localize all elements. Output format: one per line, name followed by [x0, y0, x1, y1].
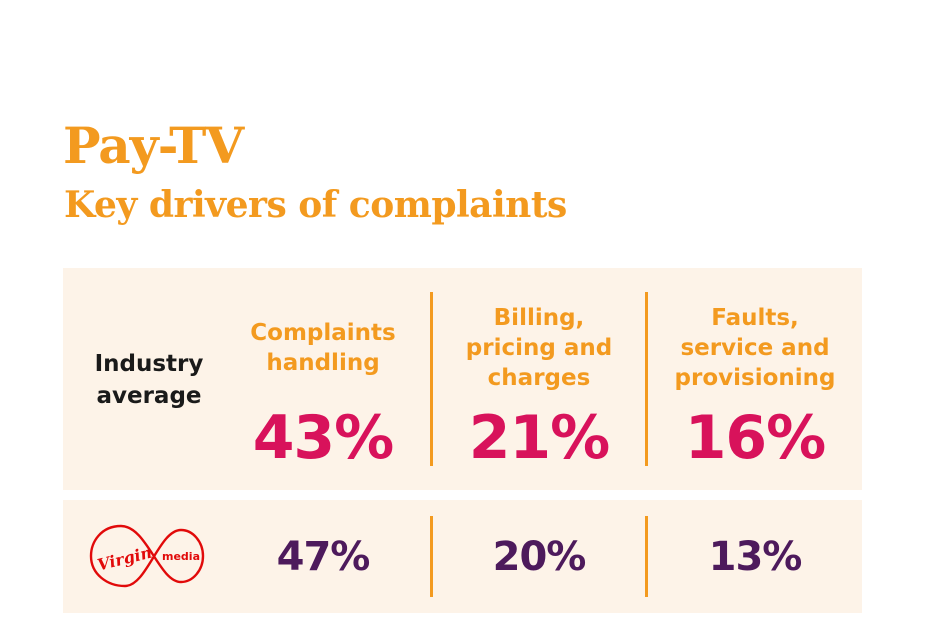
- virgin-value-complaints-handling: 47%: [276, 534, 371, 580]
- column-divider: [430, 292, 433, 466]
- chart-subtitle: Key drivers of complaints: [64, 184, 567, 226]
- industry-average-panel: Industry average Complaints handling Bil…: [63, 268, 862, 490]
- industry-average-label: Industry average: [63, 348, 235, 412]
- industry-value-complaints-handling: 43%: [252, 403, 395, 473]
- category-label-faults: Faults, service and provisioning: [650, 298, 860, 398]
- industry-average-label-line2: average: [96, 383, 202, 409]
- category-label-line: Faults,: [711, 305, 799, 331]
- virgin-media-panel: Virgin media 47% 20% 13%: [63, 500, 862, 613]
- virgin-value-faults: 13%: [708, 534, 803, 580]
- category-label-line: pricing and: [465, 335, 613, 361]
- category-label-billing: Billing, pricing and charges: [434, 298, 644, 398]
- column-divider: [645, 516, 648, 597]
- category-label-line: service and: [680, 335, 830, 361]
- virgin-media-logo-icon: Virgin media: [89, 524, 205, 588]
- industry-value-faults: 16%: [684, 403, 827, 473]
- industry-value-billing: 21%: [468, 403, 611, 473]
- virgin-value-billing: 20%: [492, 534, 587, 580]
- category-label-complaints-handling: Complaints handling: [218, 298, 428, 398]
- category-label-line: handling: [266, 350, 380, 376]
- category-label-line: charges: [487, 365, 591, 391]
- chart-title: Pay-TV: [63, 116, 244, 175]
- category-label-line: provisioning: [674, 365, 836, 391]
- logo-word-media: media: [162, 550, 200, 563]
- logo-infinity-loop: [89, 524, 205, 588]
- category-label-line: Billing,: [493, 305, 585, 331]
- column-divider: [645, 292, 648, 466]
- column-divider: [430, 516, 433, 597]
- industry-average-label-line1: Industry: [94, 351, 204, 377]
- category-label-line: Complaints: [250, 320, 396, 346]
